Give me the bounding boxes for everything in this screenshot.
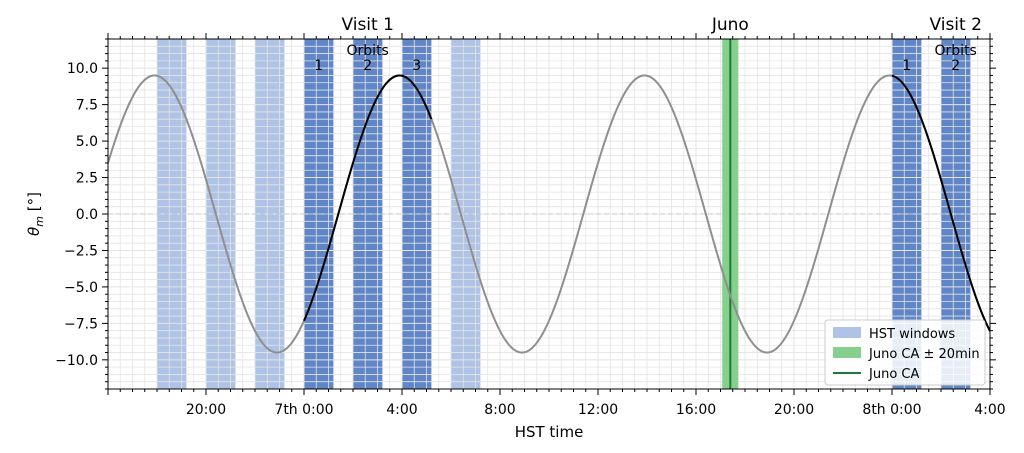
y-tick-label: −7.5: [64, 316, 98, 332]
x-tick-label: 7th 0:00: [274, 402, 333, 418]
legend-label: Juno CA ± 20min: [868, 347, 980, 362]
legend-swatch-hst-windows: [833, 327, 861, 338]
legend-label: HST windows: [869, 327, 955, 342]
x-tick-label: 20:00: [186, 402, 226, 418]
juno-layer: [722, 39, 739, 389]
legend-swatch-juno-window: [833, 347, 861, 358]
legend-label: Juno CA: [868, 367, 919, 382]
y-tick-label: −5.0: [64, 280, 98, 296]
annotation-layer: 1 2 3 1 2 Visit 1 Juno Visit 2 Orbits Orbits: [314, 15, 982, 74]
orbit-label-3: 3: [412, 58, 421, 74]
legend-box: [824, 319, 986, 386]
tick-layer: 20:00 7th 0:00 4:00 8:00 12:00 16:00 20:00 8th …: [55, 33, 1006, 418]
theta-m-visit-segment-1: [303, 74, 433, 322]
legend: HST windows Juno CA ± 20min Juno CA: [824, 319, 986, 386]
y-tick-label: 0.0: [76, 207, 98, 223]
wave-layer: [108, 74, 990, 354]
y-axis-label: θm [°]: [25, 192, 46, 236]
orbit-label-1: 1: [314, 58, 323, 74]
y-axis-label-sub: m: [33, 216, 46, 227]
orbit-label-2: 2: [363, 58, 372, 74]
y-tick-label: −2.5: [64, 243, 98, 259]
y-axis-label-unit: [°]: [25, 192, 43, 211]
y-tick-label: 2.5: [76, 171, 98, 187]
theta-m-visit-segment-2: [891, 74, 990, 334]
x-axis-label: HST time: [515, 423, 584, 441]
grid-layer: [108, 39, 990, 389]
x-tick-label: 4:00: [974, 402, 1005, 418]
y-axis-label-var: θ: [25, 227, 43, 236]
annotation-title: Visit 1: [341, 15, 393, 35]
x-tick-label: 4:00: [386, 402, 417, 418]
annotation-title: Visit 2: [929, 15, 981, 35]
y-tick-label: −10.0: [55, 353, 98, 369]
orbit-label-1: 1: [902, 58, 911, 74]
y-tick-label: 5.0: [76, 134, 98, 150]
orbits-label: Orbits: [935, 43, 977, 59]
x-tick-label: 16:00: [676, 402, 716, 418]
annotation-title: Juno: [711, 15, 749, 35]
x-tick-label: 20:00: [774, 402, 814, 418]
x-tick-label: 8th 0:00: [862, 402, 921, 418]
orbits-label: Orbits: [347, 43, 389, 59]
theta-m-curve: [108, 74, 990, 354]
x-tick-label: 8:00: [484, 402, 515, 418]
orbit-label-2: 2: [951, 58, 960, 74]
x-tick-label: 12:00: [578, 402, 618, 418]
y-tick-label: 7.5: [76, 98, 98, 114]
y-tick-label: 10.0: [67, 61, 98, 77]
